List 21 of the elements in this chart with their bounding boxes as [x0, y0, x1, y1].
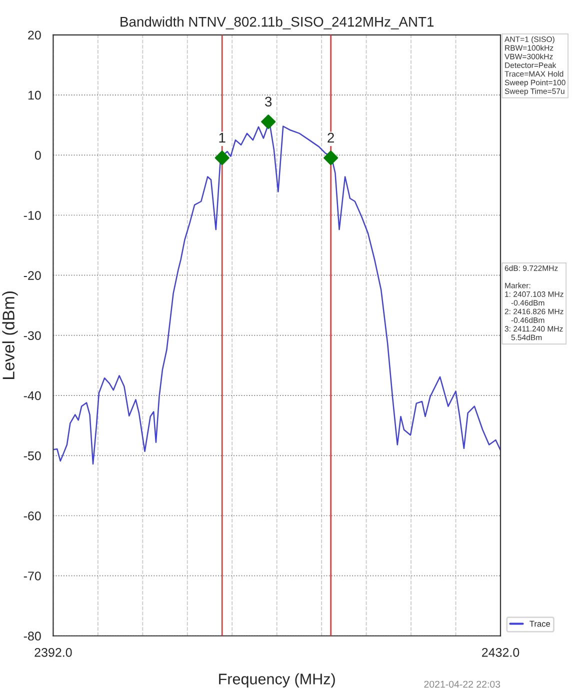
annotation: 3	[265, 96, 272, 107]
y-tick-label: -50	[24, 451, 41, 460]
y-tick-label: 10	[28, 90, 41, 100]
y-tick-label: -60	[24, 511, 41, 520]
y-tick-label: -20	[24, 271, 41, 280]
x-tick-label: 2392.0	[34, 648, 72, 657]
x-axis-title: Frequency (MHz)	[219, 673, 335, 688]
y-tick-label: -30	[24, 331, 41, 340]
y-tick-label: -70	[24, 572, 41, 580]
annotation: 1	[219, 132, 226, 142]
y-axis-title: Level (dBm)	[2, 292, 18, 379]
text: 2021-04-22 22:03	[424, 680, 500, 688]
y-tick-label: 20	[28, 30, 41, 40]
annotation: 2	[328, 132, 334, 142]
y-tick-label: -80	[24, 632, 41, 641]
y-tick-label: -10	[24, 210, 41, 220]
y-tick-label: 0	[34, 150, 41, 160]
legend-label: Trace	[530, 620, 550, 627]
x-tick-label: 2432.0	[482, 648, 520, 657]
chart-title: Bandwidth NTNV_802.11b_SISO_2412MHz_ANT1	[120, 16, 434, 30]
y-tick-label: -40	[24, 391, 41, 400]
